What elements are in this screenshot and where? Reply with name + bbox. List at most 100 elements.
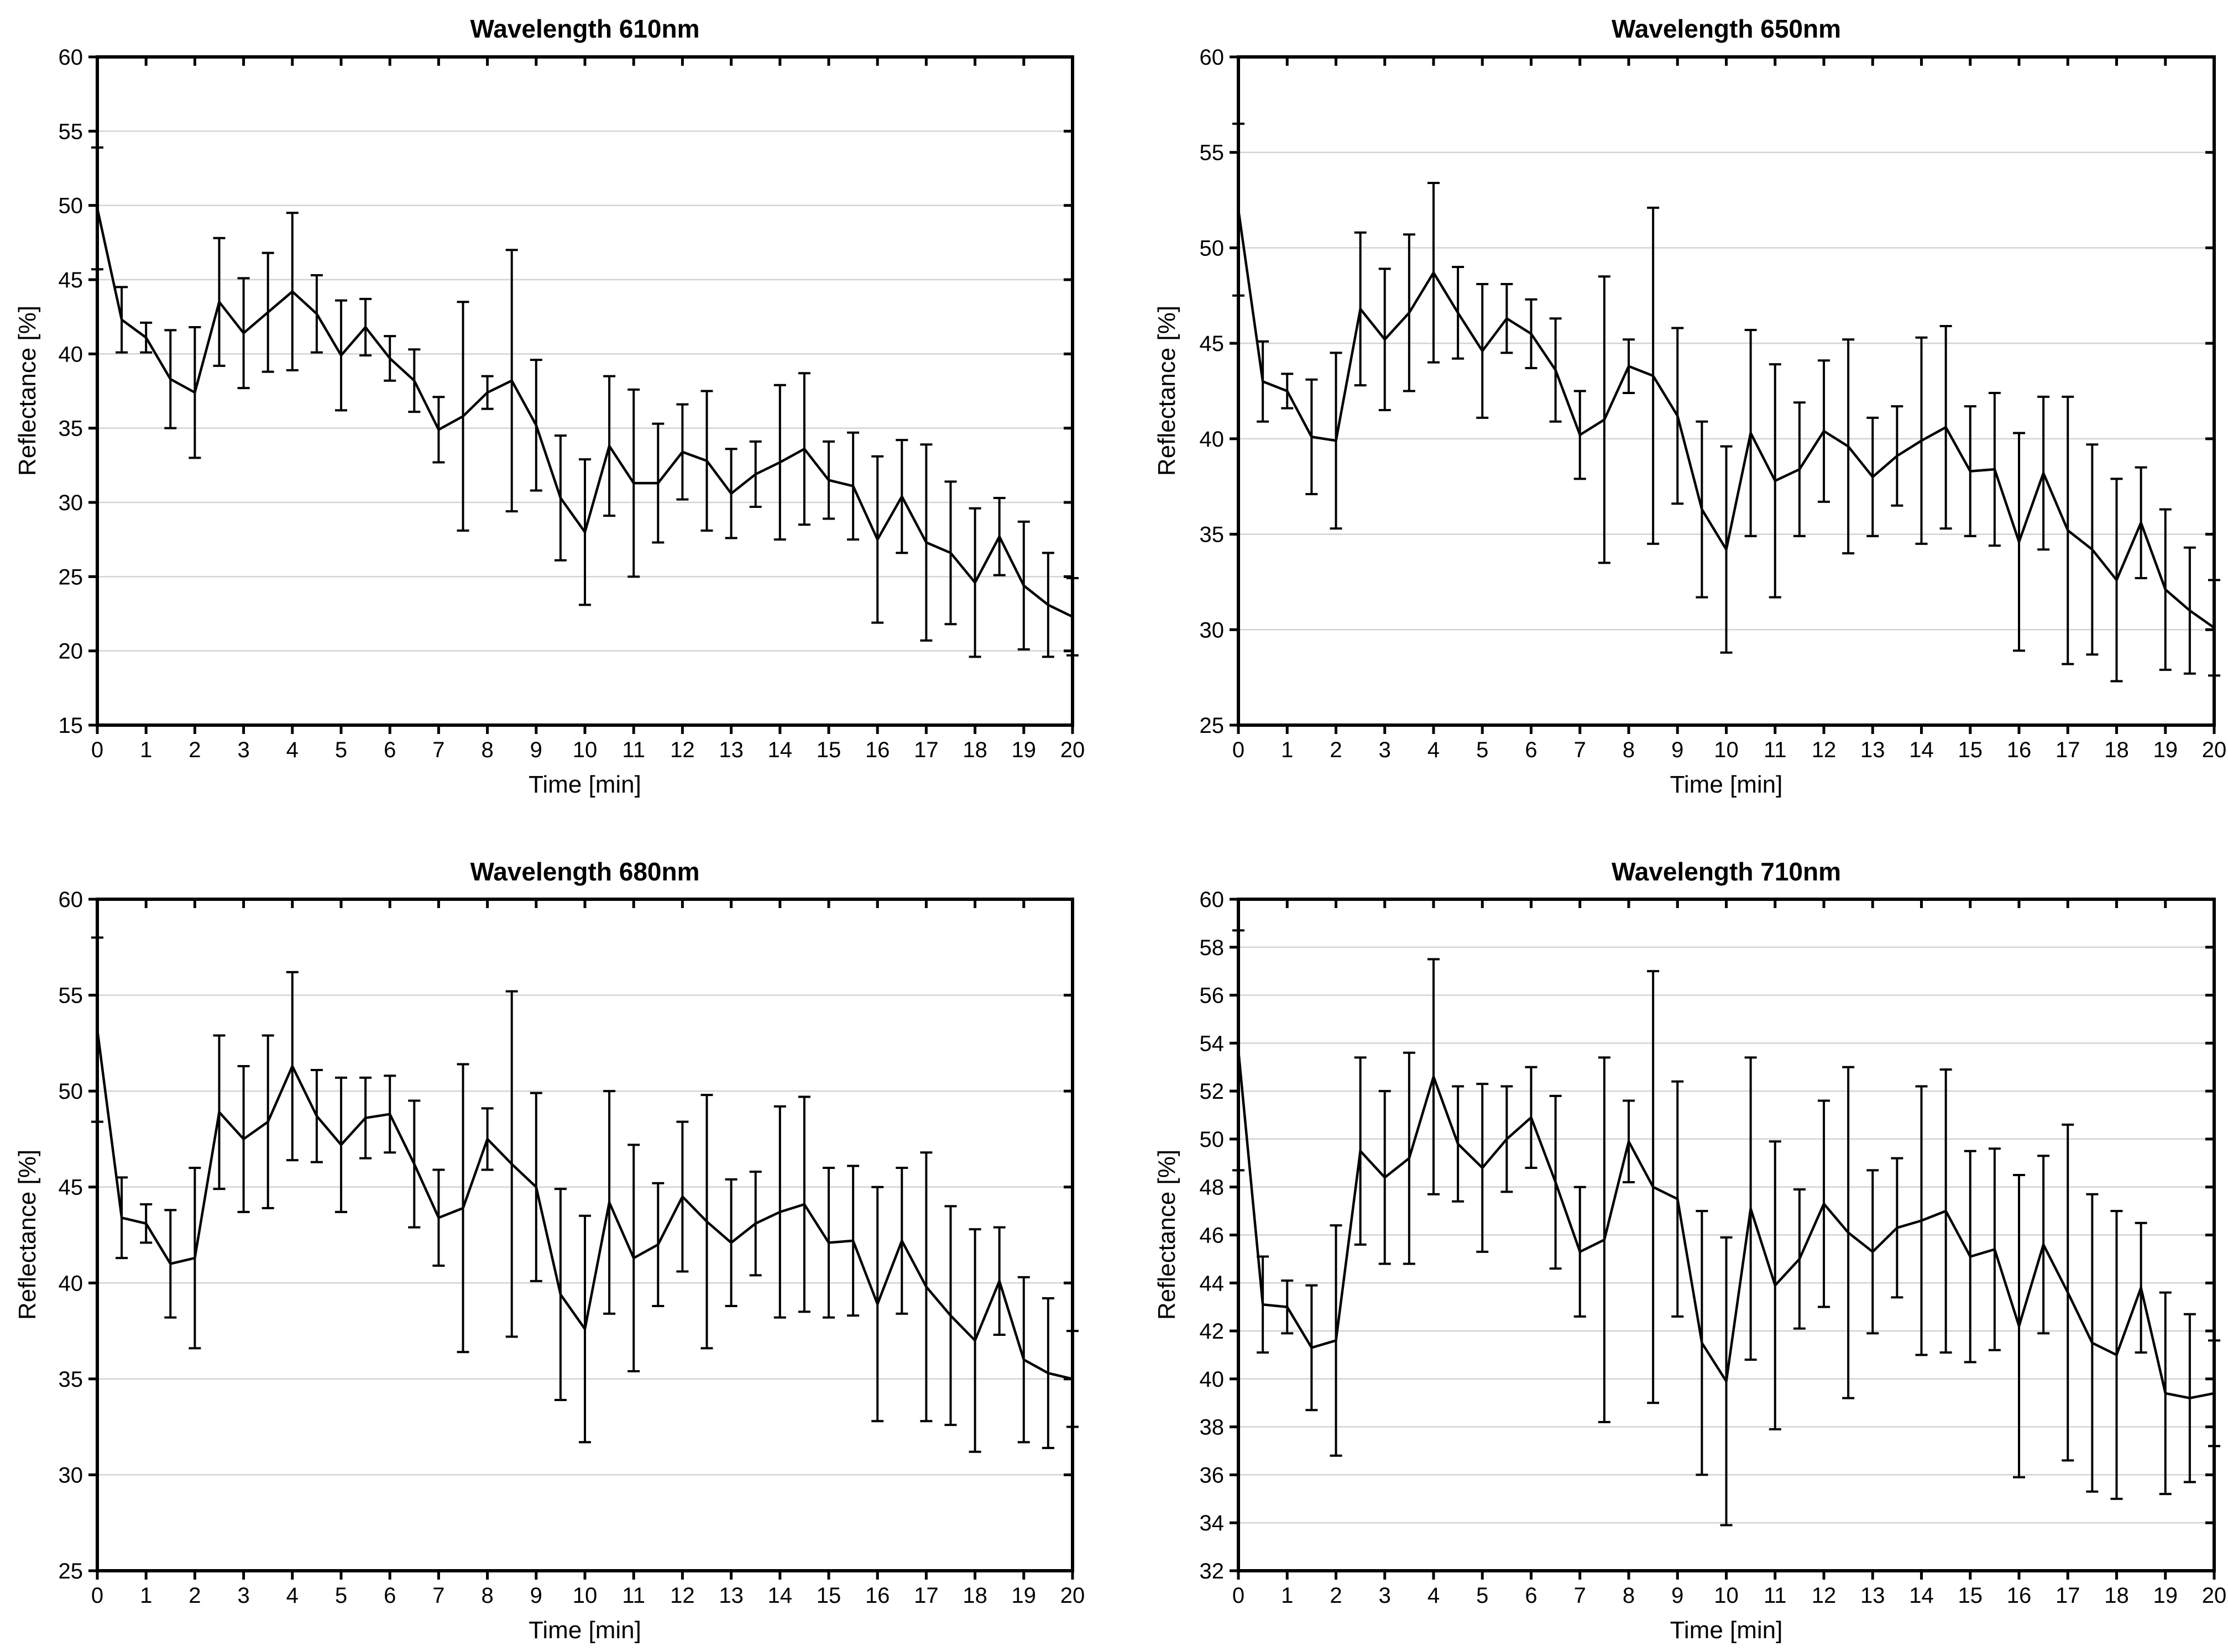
chart-panel-710nm: 0 1 2 3 4 5 6 7 8 9 10 11 12 13 14 15 16 17 18 19 20 32 34 36 38… xyxy=(1114,826,2228,1652)
svg-text:58: 58 xyxy=(1200,936,1225,960)
svg-text:1: 1 xyxy=(140,1583,152,1608)
svg-text:5: 5 xyxy=(1476,738,1488,762)
svg-text:35: 35 xyxy=(59,417,83,441)
gridlines xyxy=(97,994,1073,1476)
svg-text:6: 6 xyxy=(384,738,396,762)
svg-text:10: 10 xyxy=(573,738,598,762)
svg-text:2: 2 xyxy=(1330,1583,1342,1608)
svg-text:18: 18 xyxy=(2104,1583,2129,1608)
svg-text:9: 9 xyxy=(530,738,542,762)
svg-text:19: 19 xyxy=(1012,1583,1037,1608)
svg-text:25: 25 xyxy=(1200,714,1225,738)
svg-text:42: 42 xyxy=(1200,1319,1225,1344)
svg-text:3: 3 xyxy=(237,738,249,762)
svg-text:3: 3 xyxy=(1379,738,1391,762)
svg-text:40: 40 xyxy=(59,1271,83,1296)
y-axis-title: Reflectance [%] xyxy=(14,1149,41,1320)
svg-text:55: 55 xyxy=(1200,141,1225,165)
svg-text:25: 25 xyxy=(59,565,83,589)
svg-text:6: 6 xyxy=(1525,1583,1537,1608)
svg-text:54: 54 xyxy=(1200,1031,1225,1056)
chart-title: Wavelength 710nm xyxy=(1612,857,1841,886)
svg-text:0: 0 xyxy=(91,1583,103,1608)
svg-text:11: 11 xyxy=(1764,738,1787,762)
svg-text:14: 14 xyxy=(768,1583,793,1608)
svg-text:3: 3 xyxy=(1379,1583,1391,1608)
svg-text:4: 4 xyxy=(286,1583,299,1608)
axis-ticks xyxy=(1230,898,2216,1580)
svg-text:19: 19 xyxy=(2153,738,2178,762)
svg-text:8: 8 xyxy=(481,738,493,762)
svg-text:2: 2 xyxy=(189,1583,201,1608)
svg-text:50: 50 xyxy=(1200,1127,1225,1152)
x-tick-labels: 0 1 2 3 4 5 6 7 8 9 10 11 12 13 14 15 16 17 18 19 20 xyxy=(91,1583,1085,1608)
axis-ticks xyxy=(88,55,1074,734)
svg-text:20: 20 xyxy=(1060,738,1085,762)
svg-text:13: 13 xyxy=(719,1583,744,1608)
svg-text:45: 45 xyxy=(59,1176,83,1200)
svg-text:12: 12 xyxy=(1812,738,1837,762)
y-tick-labels: 15 20 25 30 35 40 45 50 55 60 xyxy=(59,45,83,738)
svg-text:9: 9 xyxy=(1671,738,1683,762)
svg-text:7: 7 xyxy=(432,1583,444,1608)
chart-panel-680nm: 0 1 2 3 4 5 6 7 8 9 10 11 12 13 14 15 16 17 18 19 20 25 30 35 40… xyxy=(0,826,1114,1652)
svg-text:20: 20 xyxy=(2202,738,2227,762)
svg-text:1: 1 xyxy=(1281,738,1293,762)
svg-text:18: 18 xyxy=(963,1583,987,1608)
svg-text:9: 9 xyxy=(530,1583,542,1608)
svg-text:55: 55 xyxy=(59,984,83,1008)
svg-text:11: 11 xyxy=(1764,1583,1787,1608)
y-axis-title: Reflectance [%] xyxy=(14,305,41,476)
x-axis-title: Time [min] xyxy=(1670,1617,1783,1644)
data-line xyxy=(96,208,1073,618)
svg-text:19: 19 xyxy=(2153,1583,2178,1608)
svg-text:32: 32 xyxy=(1200,1559,1225,1583)
svg-text:17: 17 xyxy=(2056,738,2080,762)
svg-text:45: 45 xyxy=(59,268,83,292)
svg-text:2: 2 xyxy=(1330,738,1342,762)
chart-title: Wavelength 650nm xyxy=(1612,14,1841,43)
svg-text:5: 5 xyxy=(335,738,347,762)
svg-text:25: 25 xyxy=(59,1559,83,1583)
svg-text:30: 30 xyxy=(1200,618,1225,642)
svg-text:16: 16 xyxy=(865,738,890,762)
svg-text:14: 14 xyxy=(1909,1583,1934,1608)
svg-text:30: 30 xyxy=(59,1463,83,1487)
data-line xyxy=(1237,1050,2215,1399)
svg-text:60: 60 xyxy=(59,45,83,70)
svg-text:12: 12 xyxy=(670,1583,695,1608)
svg-text:7: 7 xyxy=(1574,738,1586,762)
error-bars xyxy=(91,146,1079,658)
svg-text:60: 60 xyxy=(1200,888,1225,912)
axis-ticks xyxy=(1230,55,2216,734)
svg-text:8: 8 xyxy=(481,1583,493,1608)
svg-text:14: 14 xyxy=(768,738,793,762)
svg-text:17: 17 xyxy=(914,738,939,762)
svg-text:5: 5 xyxy=(335,1583,347,1608)
chart-canvas-710nm: 0 1 2 3 4 5 6 7 8 9 10 11 12 13 14 15 16 17 18 19 2032343638… xyxy=(1200,888,2227,1608)
svg-text:3: 3 xyxy=(237,1583,249,1608)
chart-canvas-650nm: 0 1 2 3 4 5 6 7 8 9 10 11 12 13 14 15 16 17 18 19 2025303540… xyxy=(1200,45,2227,762)
svg-text:20: 20 xyxy=(1060,1583,1085,1608)
chart-title: Wavelength 610nm xyxy=(470,14,700,43)
svg-text:60: 60 xyxy=(1200,45,1225,70)
svg-text:14: 14 xyxy=(1909,738,1934,762)
svg-text:12: 12 xyxy=(670,738,695,762)
svg-text:15: 15 xyxy=(59,714,83,738)
svg-text:50: 50 xyxy=(59,1079,83,1104)
svg-text:16: 16 xyxy=(2007,1583,2032,1608)
x-tick-labels: 0 1 2 3 4 5 6 7 8 9 10 11 12 13 14 15 16 17 18 19 20 xyxy=(1232,738,2226,762)
svg-text:8: 8 xyxy=(1623,1583,1635,1608)
svg-text:48: 48 xyxy=(1200,1176,1225,1200)
svg-text:10: 10 xyxy=(573,1583,598,1608)
svg-text:8: 8 xyxy=(1623,738,1635,762)
chart-canvas-610nm: 0 1 2 3 4 5 6 7 8 9 10 11 12 13 14 15 16 17 18 19 2015202530… xyxy=(59,45,1085,762)
svg-text:16: 16 xyxy=(2007,738,2032,762)
y-axis-title: Reflectance [%] xyxy=(1153,1149,1180,1320)
y-tick-labels: 32 34 36 38 40 42 44 46 48 50 52 54 56 58 60 xyxy=(1200,888,1225,1583)
svg-text:18: 18 xyxy=(2104,738,2129,762)
svg-text:1: 1 xyxy=(1281,1583,1293,1608)
svg-text:4: 4 xyxy=(1427,1583,1440,1608)
svg-text:0: 0 xyxy=(1232,1583,1244,1608)
